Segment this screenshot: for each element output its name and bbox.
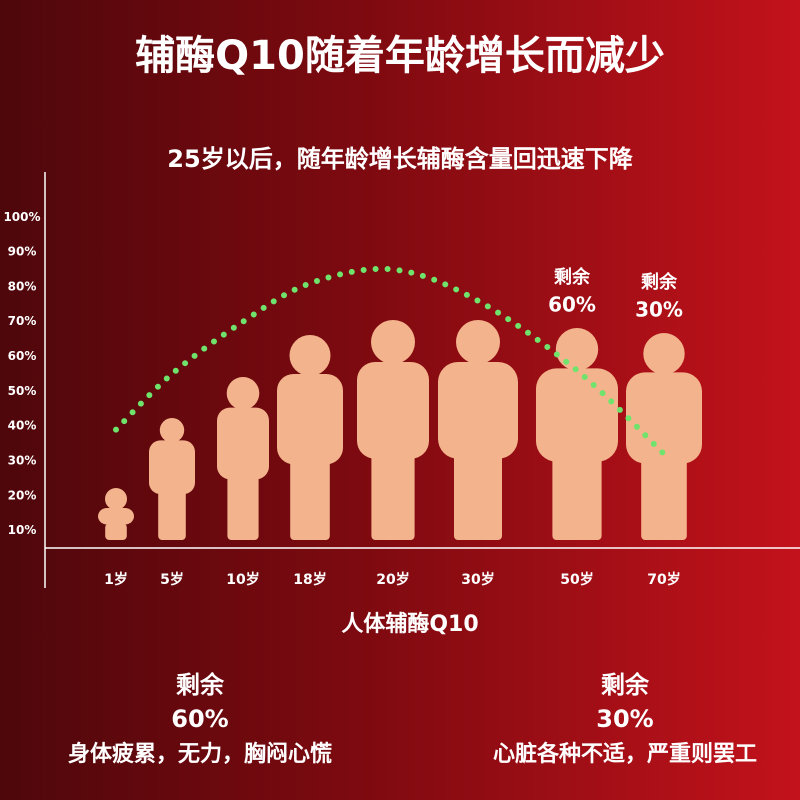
figure-legs (371, 443, 415, 540)
x-tick-label: 1岁 (104, 571, 128, 588)
figure-body (149, 440, 195, 495)
x-tick-label: 70岁 (647, 571, 680, 588)
figure-head (159, 418, 185, 443)
note-label: 剩余 (601, 671, 650, 699)
figure-head (371, 320, 415, 364)
figure-body (438, 362, 518, 459)
note-label: 剩余 (176, 671, 225, 699)
figure-head (643, 333, 685, 375)
figure-legs (227, 468, 259, 540)
y-tick-label: 100% (3, 210, 40, 224)
figure-legs (105, 523, 127, 540)
figure-head (456, 320, 500, 364)
y-tick-label: 30% (8, 453, 37, 467)
figure-body (277, 374, 343, 465)
y-tick-label: 60% (8, 349, 37, 363)
figure-legs (552, 446, 602, 540)
y-tick-label: 80% (8, 279, 37, 293)
annotation-label: 剩余 (641, 271, 678, 293)
figure-legs (641, 448, 687, 540)
note-text: 心脏各种不适，严重则罢工 (493, 741, 757, 767)
figure-head (226, 377, 260, 410)
y-tick-label: 40% (8, 419, 37, 433)
x-tick-label: 10岁 (226, 571, 259, 588)
annotation-label: 剩余 (554, 266, 591, 288)
figure-head (555, 328, 599, 371)
x-tick-label: 18岁 (293, 571, 326, 588)
x-tick-label: 5岁 (160, 571, 184, 588)
annotation-value: 60% (548, 293, 596, 317)
x-tick-label: 20岁 (376, 571, 409, 588)
x-tick-label: 30岁 (461, 571, 494, 588)
figure-head (105, 488, 127, 510)
y-tick-label: 50% (8, 384, 37, 398)
note-value: 30% (596, 705, 653, 733)
figure-legs (158, 486, 186, 540)
x-axis-label: 人体辅酶Q10 (341, 611, 478, 637)
figure-body (98, 508, 134, 525)
figure-body (357, 362, 429, 459)
figure-body (626, 372, 702, 464)
chart-title: 辅酶Q10随着年龄增长而减少 (135, 33, 665, 79)
x-tick-label: 50岁 (560, 571, 593, 588)
note-text: 身体疲累，无力，胸闷心慌 (68, 741, 332, 767)
y-tick-label: 90% (8, 245, 37, 259)
figure-head (289, 335, 331, 376)
y-tick-label: 10% (8, 523, 37, 537)
chart-subtitle: 25岁以后，随年龄增长辅酶含量回迅速下降 (167, 145, 633, 173)
annotation-value: 30% (635, 298, 683, 322)
figure-legs (454, 443, 502, 540)
figure-body (536, 368, 618, 462)
note-value: 60% (171, 705, 228, 733)
figure-legs (290, 449, 330, 540)
figure-body (217, 407, 269, 480)
line (113, 265, 667, 457)
y-tick-label: 70% (8, 314, 37, 328)
y-tick-label: 20% (8, 488, 37, 502)
